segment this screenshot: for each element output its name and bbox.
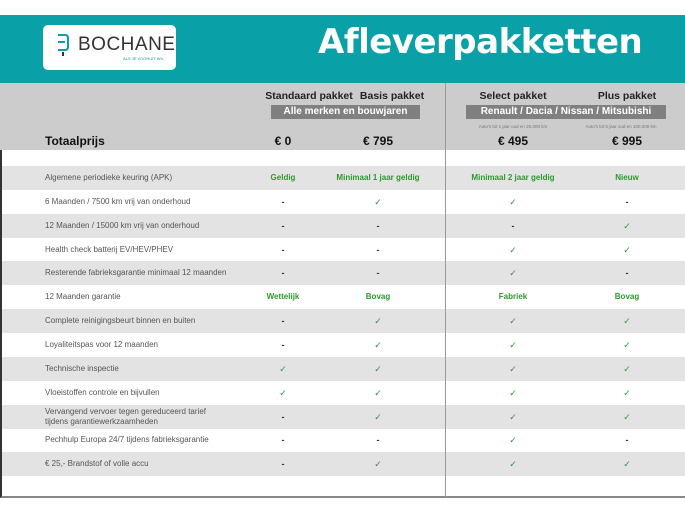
check-icon: ✓ — [374, 196, 382, 207]
dash-icon: - — [281, 196, 285, 207]
dash-icon: - — [625, 435, 629, 446]
check-icon: ✓ — [279, 363, 287, 374]
comparison-table — [0, 150, 685, 498]
check-icon: ✓ — [374, 316, 382, 327]
feature-label: Technische inspectie — [45, 363, 119, 373]
check-icon: ✓ — [509, 435, 517, 446]
check-icon: ✓ — [374, 363, 382, 374]
feature-value: Geldig — [270, 173, 296, 182]
check-icon: ✓ — [509, 339, 517, 350]
table-row: Complete reinigingsbeurt binnen en buite… — [2, 309, 685, 334]
check-icon: ✓ — [509, 316, 517, 327]
feature-label: 12 Maanden garantie — [45, 292, 121, 302]
logo-text: BOCHANE — [78, 34, 176, 55]
dash-icon: - — [511, 220, 515, 231]
feature-label: 12 Maanden / 15000 km vrij van onderhoud — [45, 220, 200, 230]
price-select: € 495 — [497, 134, 529, 148]
table-row: Algemene periodieke keuring (APK) Geldig M… — [2, 166, 685, 190]
table-row: Health check batterij EV/HEV/PHEV - - ✓ ✓ — [2, 238, 685, 262]
check-icon: ✓ — [623, 411, 631, 422]
price-basis: € 795 — [362, 134, 394, 148]
check-icon: ✓ — [623, 316, 631, 327]
dash-icon: - — [376, 220, 380, 231]
band-all-brands: Alle merken en bouwjaren — [271, 105, 420, 119]
dash-icon: - — [281, 220, 285, 231]
check-icon: ✓ — [509, 387, 517, 398]
package-name-basis: Basis pakket — [359, 90, 425, 102]
dash-icon: - — [376, 435, 380, 446]
feature-label: Algemene periodieke keuring (APK) — [45, 173, 173, 182]
check-icon: ✓ — [623, 363, 631, 374]
band-brands: Renault / Dacia / Nissan / Mitsubishi — [466, 105, 666, 119]
package-name-standaard: Standaard pakket — [265, 90, 353, 102]
dash-icon: - — [281, 268, 285, 279]
feature-label: Resterende fabrieksgarantie minimaal 12 … — [45, 268, 227, 278]
check-icon: ✓ — [509, 196, 517, 207]
dash-icon: - — [281, 435, 285, 446]
table-row: Pechhulp Europa 24/7 tijdens fabrieksgar… — [2, 428, 685, 452]
dash-icon: - — [625, 196, 629, 207]
feature-value: Bovag — [614, 292, 640, 302]
feature-label: 6 Maanden / 7500 km vrij van onderhoud — [45, 196, 191, 206]
check-icon: ✓ — [623, 387, 631, 398]
logo-mark-icon — [58, 34, 69, 56]
check-icon: ✓ — [509, 411, 517, 422]
dash-icon: - — [281, 316, 285, 327]
feature-value: Wettelijk — [266, 292, 300, 302]
feature-value: Fabriek — [498, 292, 528, 302]
feature-label: Pechhulp Europa 24/7 tijdens fabrieksgar… — [45, 435, 209, 445]
dash-icon: - — [376, 244, 380, 255]
dash-icon: - — [625, 268, 629, 279]
column-divider — [445, 83, 446, 498]
logo-tagline: ALS JE VOORUIT WIL — [123, 56, 164, 61]
check-icon: ✓ — [374, 339, 382, 350]
dash-icon: - — [376, 268, 380, 279]
check-icon: ✓ — [623, 220, 631, 231]
check-icon: ✓ — [623, 459, 631, 470]
dash-icon: - — [281, 339, 285, 350]
table-row: Vloeistoffen controle en bijvullen ✓ ✓ ✓ ✓ — [2, 381, 685, 405]
check-icon: ✓ — [374, 387, 382, 398]
check-icon: ✓ — [279, 387, 287, 398]
table-row: € 25,- Brandstof of volle accu - ✓ ✓ ✓ — [2, 452, 685, 477]
package-note-plus: Auto's tot 5 jaar oud en 100.000 km — [585, 124, 657, 129]
feature-value: Bovag — [365, 292, 391, 302]
table-row: Resterende fabrieksgarantie minimaal 12 … — [2, 261, 685, 286]
check-icon: ✓ — [509, 459, 517, 470]
feature-value: Minimaal 2 jaar geldig — [471, 173, 555, 182]
table-row: Technische inspectie ✓ ✓ ✓ ✓ — [2, 356, 685, 381]
check-icon: ✓ — [623, 244, 631, 255]
feature-label: Loyaliteitspas voor 12 maanden — [45, 339, 158, 349]
feature-label: € 25,- Brandstof of volle accu — [45, 459, 149, 469]
check-icon: ✓ — [374, 459, 382, 470]
dash-icon: - — [281, 244, 285, 255]
total-price-label: Totaalprijs — [45, 134, 105, 148]
page-title: Afleverpakketten — [318, 22, 643, 62]
feature-label: Complete reinigingsbeurt binnen en buite… — [45, 316, 196, 326]
check-icon: ✓ — [374, 411, 382, 422]
feature-value: Nieuw — [615, 173, 639, 182]
check-icon: ✓ — [509, 268, 517, 279]
feature-label: Health check batterij EV/HEV/PHEV — [45, 244, 174, 254]
feature-value: Minimaal 1 jaar geldig — [336, 173, 420, 182]
table-row: 12 Maanden garantie Wettelijk Bovag Fabriek… — [2, 285, 685, 309]
package-name-select: Select pakket — [479, 90, 547, 102]
table-row: Vervangend vervoer tegen gereduceerd tar… — [2, 404, 685, 429]
check-icon: ✓ — [509, 363, 517, 374]
package-name-plus: Plus pakket — [597, 90, 657, 102]
price-plus: € 995 — [611, 134, 643, 148]
table-row: 12 Maanden / 15000 km vrij van onderhoud… — [2, 213, 685, 238]
package-note-select: Auto's tot 1 jaar oud en 20.000 km — [478, 124, 548, 129]
table-row: Loyaliteitspas voor 12 maanden - ✓ ✓ ✓ — [2, 333, 685, 357]
check-icon: ✓ — [509, 244, 517, 255]
table-row: 6 Maanden / 7500 km vrij van onderhoud - ✓… — [2, 190, 685, 214]
check-icon: ✓ — [623, 339, 631, 350]
bochane-logo: BOCHANE ALS JE VOORUIT WIL — [43, 25, 176, 70]
dash-icon: - — [281, 459, 285, 470]
feature-label: Vloeistoffen controle en bijvullen — [45, 387, 160, 397]
price-standaard: € 0 — [274, 134, 292, 148]
feature-label: Vervangend vervoer tegen gereduceerd tar… — [45, 406, 206, 426]
dash-icon: - — [281, 411, 285, 422]
